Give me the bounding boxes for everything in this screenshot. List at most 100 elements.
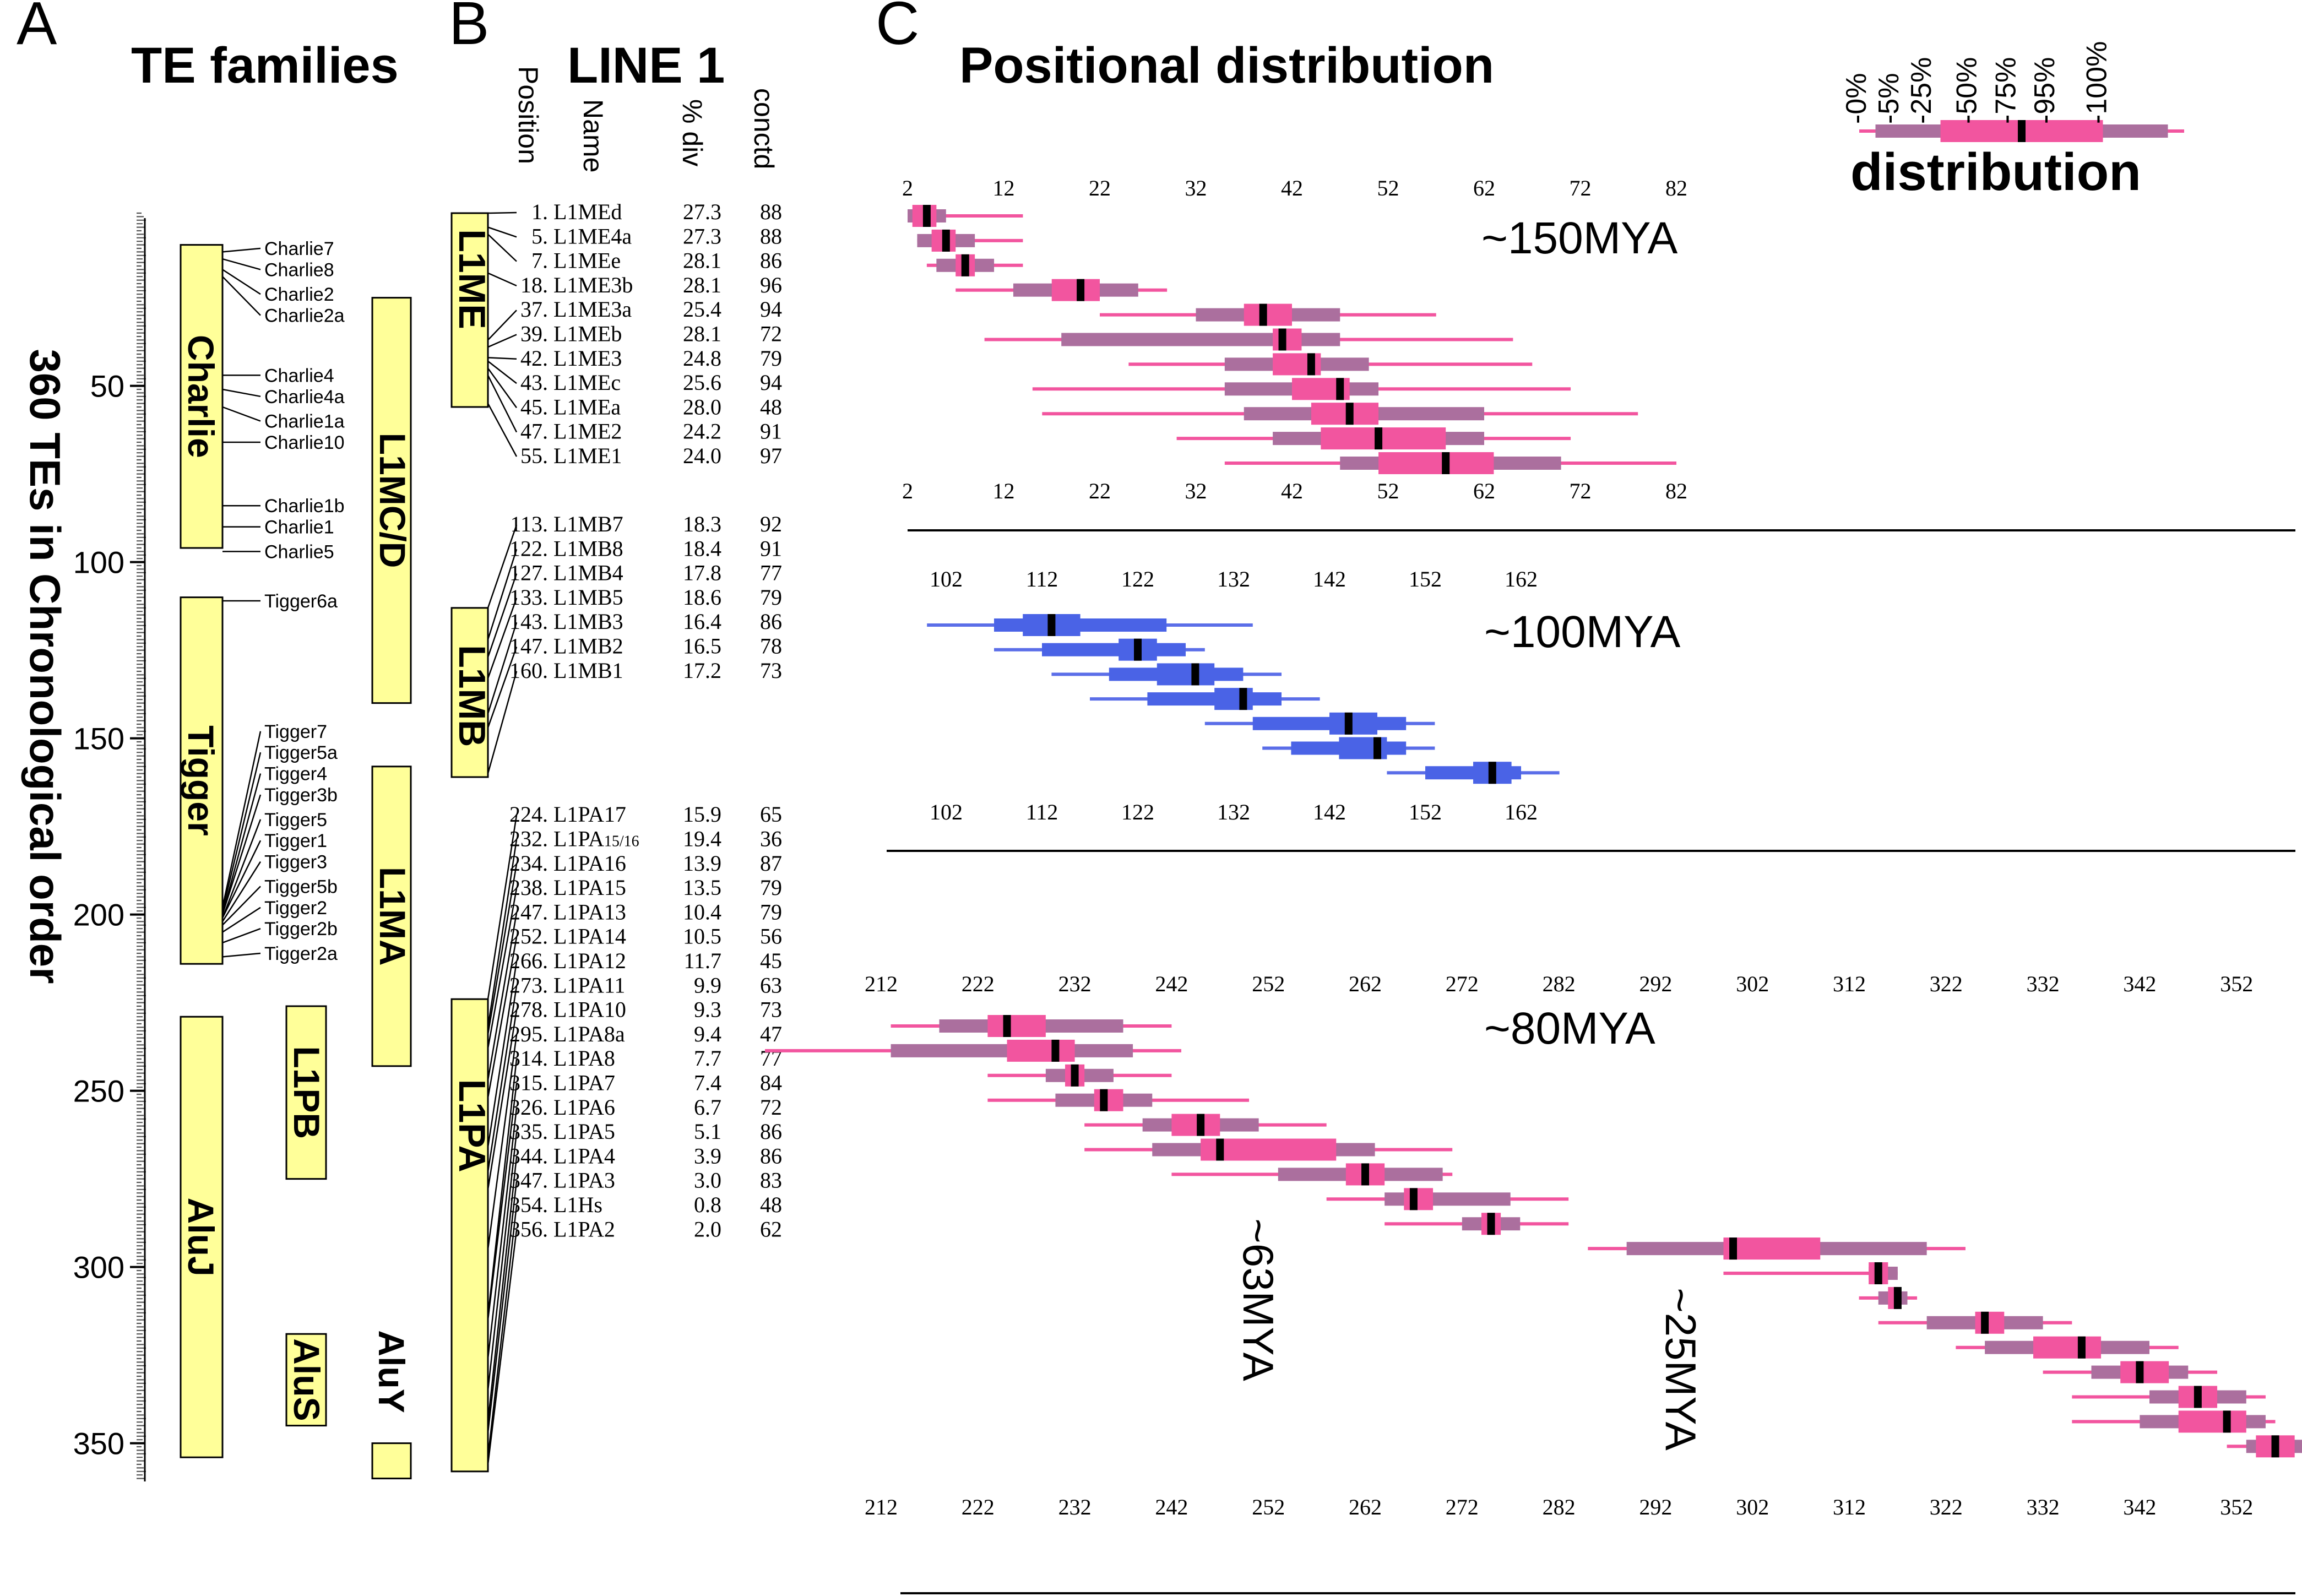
row-concordance: 65 bbox=[760, 802, 782, 827]
subfamily-label: Charlie2 bbox=[264, 284, 334, 305]
row-concordance: 91 bbox=[760, 536, 782, 561]
subfamily-leader bbox=[222, 388, 261, 398]
panel-a-letter: A bbox=[17, 0, 57, 57]
median-mark bbox=[1071, 1064, 1079, 1087]
family-label: Tigger bbox=[181, 725, 221, 835]
median-mark bbox=[1307, 353, 1315, 376]
row-percent-divergence: 18.6 bbox=[683, 585, 721, 610]
axis-tick-label-bottom: 282 bbox=[1543, 1495, 1576, 1519]
axis-tick-label-top: 72 bbox=[1570, 176, 1592, 200]
row-leader bbox=[487, 622, 518, 714]
row-position: 224. bbox=[509, 802, 548, 827]
whisker-5-95 bbox=[1385, 1192, 1511, 1206]
subfamily-leader bbox=[221, 794, 262, 915]
row-position: 37. bbox=[520, 297, 548, 322]
axis-tick-label: 100 bbox=[73, 545, 124, 580]
subfamily-label: Charlie7 bbox=[264, 238, 334, 259]
row-name: L1MB8 bbox=[553, 536, 623, 561]
axis-tick-label-top: 152 bbox=[1409, 567, 1442, 591]
row-concordance: 94 bbox=[760, 297, 782, 322]
axis-tick-label-bottom: 82 bbox=[1665, 479, 1687, 503]
interquartile-box bbox=[1723, 1237, 1821, 1260]
row-percent-divergence: 7.7 bbox=[694, 1046, 721, 1071]
axis-tick-label: 150 bbox=[73, 721, 124, 756]
row-percent-divergence: 0.8 bbox=[694, 1192, 721, 1217]
median-mark bbox=[1361, 1163, 1369, 1186]
axis-tick-label-bottom: 132 bbox=[1217, 800, 1250, 824]
row-concordance: 72 bbox=[760, 1095, 782, 1120]
row-leader bbox=[487, 1230, 518, 1465]
row-percent-divergence: 9.3 bbox=[694, 997, 721, 1022]
axis-tick-label-top: 132 bbox=[1217, 567, 1250, 591]
row-concordance: 86 bbox=[760, 248, 782, 273]
row-percent-divergence: 19.4 bbox=[683, 827, 721, 851]
axis-tick-label-top: 332 bbox=[2027, 971, 2060, 996]
row-position: 234. bbox=[509, 851, 548, 876]
row-name: L1PA16 bbox=[553, 851, 626, 876]
family-box bbox=[285, 1333, 327, 1427]
axis-tick-label-top: 312 bbox=[1833, 971, 1866, 996]
axis-tick-label-top: 102 bbox=[930, 567, 963, 591]
line1-group-label: L1PA bbox=[451, 1079, 493, 1172]
median-mark bbox=[942, 229, 950, 252]
family-label: L1PB bbox=[286, 1046, 327, 1139]
axis-tick-label: 300 bbox=[73, 1250, 124, 1285]
row-position: 45. bbox=[520, 394, 548, 419]
axis-tick-label-bottom: 232 bbox=[1058, 1495, 1092, 1519]
axis-tick-label-bottom: 292 bbox=[1639, 1495, 1672, 1519]
row-leader bbox=[487, 374, 518, 433]
median-mark bbox=[2194, 1386, 2202, 1408]
family-box bbox=[371, 766, 412, 1067]
axis-tick-label: 350 bbox=[73, 1426, 124, 1461]
row-position: 147. bbox=[509, 634, 548, 659]
median-mark bbox=[1077, 279, 1085, 301]
axis-tick-label: 200 bbox=[73, 898, 124, 932]
legend-percent-label: -75% bbox=[1990, 57, 2022, 124]
row-leader bbox=[487, 334, 517, 348]
row-leader bbox=[487, 815, 518, 1000]
row-name: L1MEb bbox=[553, 322, 622, 346]
axis-tick-label-top: 262 bbox=[1349, 971, 1382, 996]
row-position: 7. bbox=[531, 248, 548, 273]
axis-tick-label-top: 162 bbox=[1505, 567, 1538, 591]
axis-tick-label-top: 2 bbox=[902, 176, 913, 200]
interquartile-box bbox=[2033, 1336, 2102, 1359]
row-name: L1PA11 bbox=[553, 973, 625, 997]
row-percent-divergence: 16.5 bbox=[683, 634, 721, 659]
subfamily-leader bbox=[221, 731, 262, 908]
axis-tick-label-bottom: 262 bbox=[1349, 1495, 1382, 1519]
row-concordance: 79 bbox=[760, 585, 782, 610]
subfamily-label: Charlie4 bbox=[264, 365, 334, 386]
line1-group-label: L1ME bbox=[451, 229, 493, 329]
axis-tick-label-top: 342 bbox=[2123, 971, 2156, 996]
axis-tick-label-bottom: 152 bbox=[1409, 800, 1442, 824]
era-label: ~80MYA bbox=[1484, 1003, 1655, 1054]
row-percent-divergence: 2.0 bbox=[694, 1217, 721, 1241]
col-header-name: Name bbox=[578, 99, 609, 172]
row-concordance: 94 bbox=[760, 370, 782, 395]
axis-tick-label-bottom: 12 bbox=[993, 479, 1015, 503]
row-position: 18. bbox=[520, 273, 548, 297]
row-percent-divergence: 28.1 bbox=[683, 273, 721, 297]
row-leader bbox=[487, 1083, 518, 1320]
subfamily-leader bbox=[222, 406, 261, 422]
row-name: L1PA12 bbox=[553, 948, 626, 973]
row-leader bbox=[487, 1034, 518, 1250]
row-position: 113. bbox=[510, 512, 548, 536]
interquartile-box bbox=[1378, 452, 1494, 474]
subfamily-label: Charlie2a bbox=[264, 306, 345, 327]
axis-tick-label-top: 142 bbox=[1313, 567, 1346, 591]
row-position: 252. bbox=[509, 924, 548, 949]
axis-tick-label-bottom: 242 bbox=[1155, 1495, 1188, 1519]
axis-tick-label-bottom: 272 bbox=[1446, 1495, 1479, 1519]
row-percent-divergence: 10.5 bbox=[683, 924, 721, 949]
legend-percent-label: -0% bbox=[1840, 73, 1872, 124]
subfamily-label: Charlie1b bbox=[264, 496, 345, 517]
axis-tick-label-bottom: 222 bbox=[962, 1495, 995, 1519]
axis-tick-label-bottom: 252 bbox=[1252, 1495, 1285, 1519]
axis-tick-label-top: 212 bbox=[865, 971, 898, 996]
row-position: 5. bbox=[531, 224, 548, 248]
median-mark bbox=[2077, 1336, 2086, 1359]
axis-tick-label-bottom: 322 bbox=[1930, 1495, 1963, 1519]
family-label: AluS bbox=[286, 1338, 327, 1421]
